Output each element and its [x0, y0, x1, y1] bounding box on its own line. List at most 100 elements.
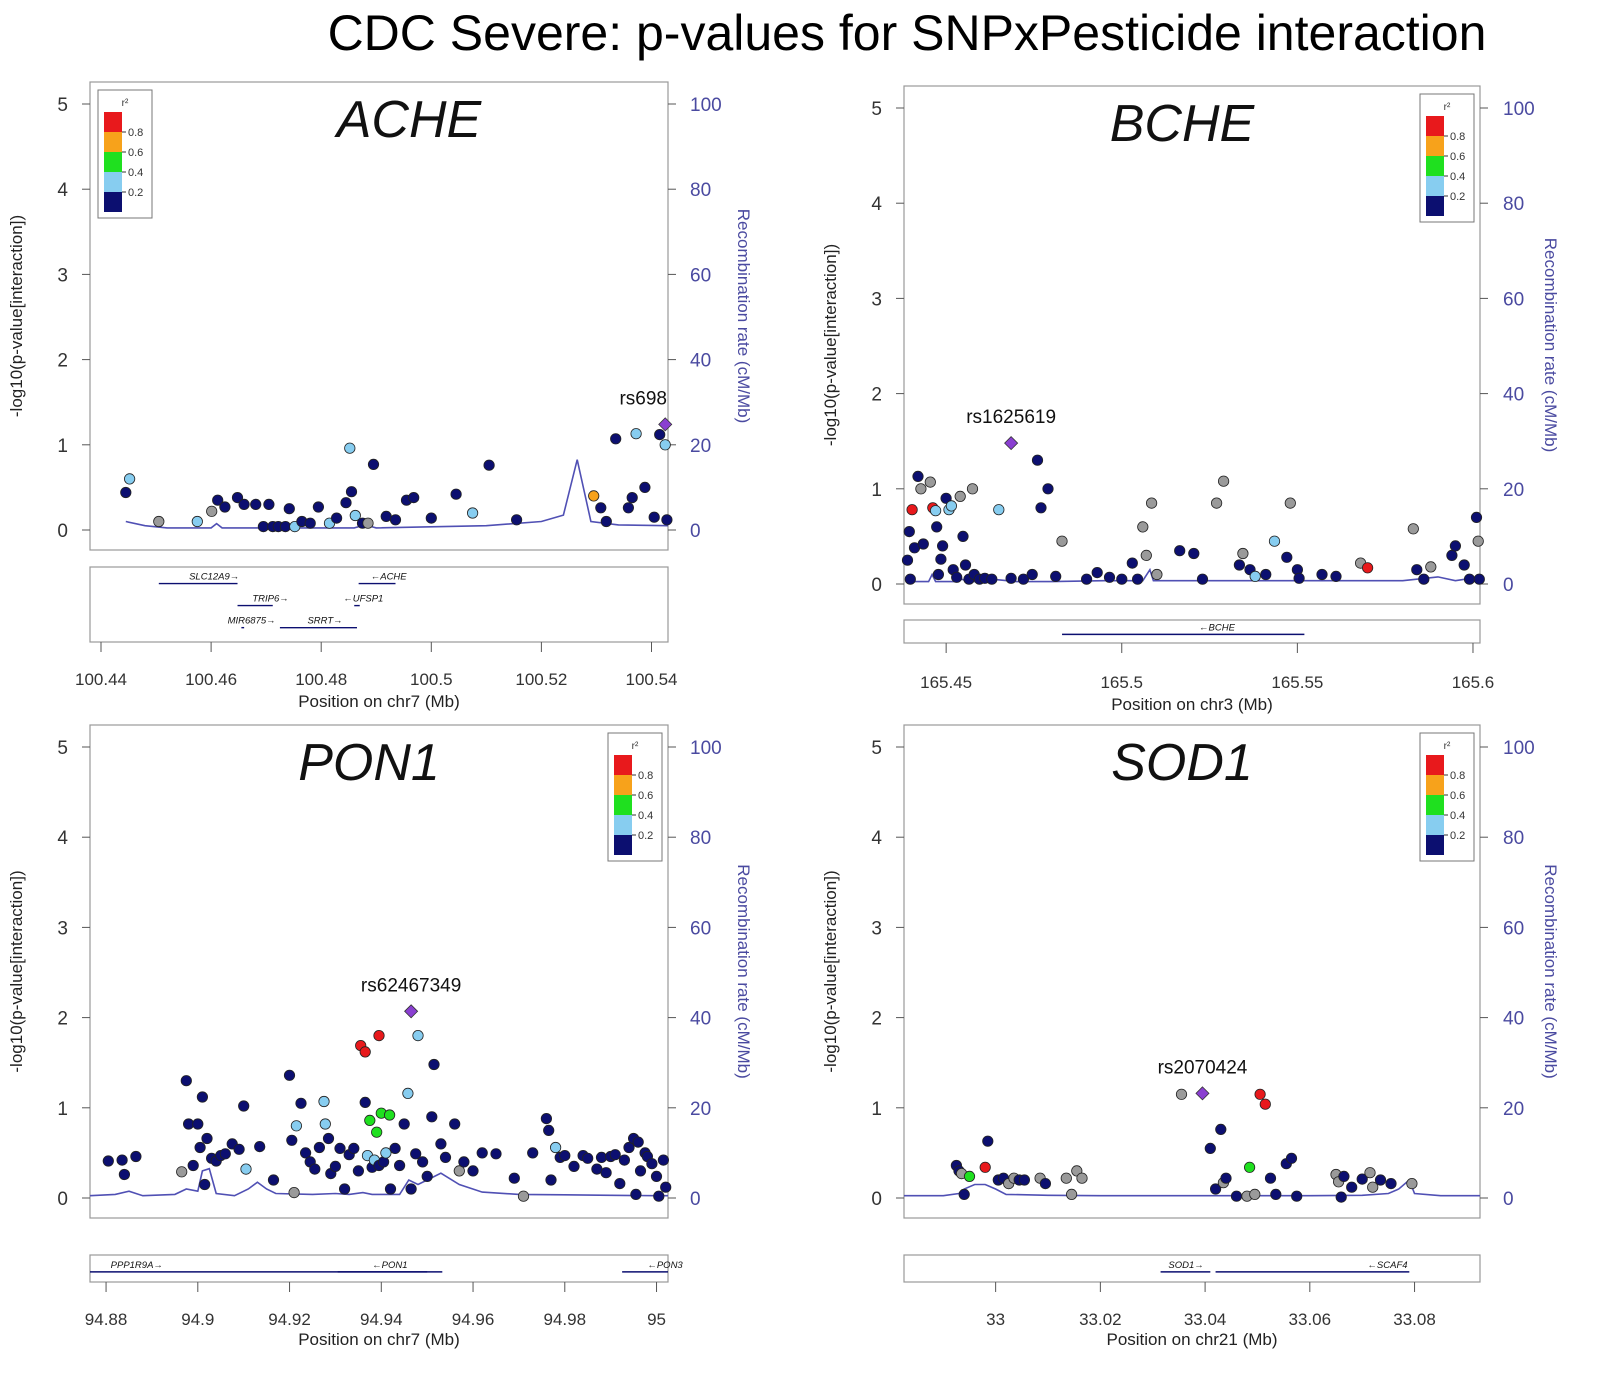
legend-title: r² [1444, 741, 1451, 752]
snp-point [348, 1142, 360, 1154]
lead-snp-marker [404, 1004, 419, 1019]
snp-point [1017, 573, 1029, 585]
y2-axis-label: Recombination rate (cM/Mb) [1541, 238, 1560, 452]
snp-point [467, 1165, 479, 1177]
snp-point [194, 1141, 206, 1154]
snp-point [986, 573, 998, 585]
snp-point [1103, 571, 1116, 583]
gene-label: SRRT→ [307, 616, 342, 627]
snp-point [1249, 570, 1261, 583]
snp-point [904, 573, 916, 585]
y2-tick-label: 0 [690, 1189, 701, 1210]
snp-point [279, 520, 291, 533]
snp-point [153, 515, 165, 528]
y-tick-label: 0 [871, 1189, 882, 1210]
legend-label: 0.4 [1450, 810, 1465, 822]
snp-point [1145, 497, 1158, 509]
y-tick-label: 4 [57, 180, 68, 201]
snp-point [1361, 562, 1374, 574]
snp-point [1210, 497, 1223, 509]
snp-point [425, 512, 437, 524]
y-tick-label: 2 [871, 385, 882, 406]
x-tick-label: 165.55 [1271, 673, 1323, 692]
snp-point [238, 1100, 250, 1112]
sod1-panel: 0 1 2 3 4 5 -log10(p-value[interaction]) 0 20 40 6… [821, 724, 1560, 1349]
legend-swatch [104, 172, 122, 192]
snp-point [951, 571, 963, 583]
plot-frame [903, 724, 1481, 1219]
legend-label: 0.4 [638, 810, 653, 822]
legend-title: r² [1444, 102, 1451, 113]
lead-snp-label: rs1625619 [966, 407, 1056, 428]
snp-point [630, 1188, 642, 1200]
snp-point [1026, 568, 1038, 581]
legend-label: 0.8 [1450, 770, 1465, 782]
snp-point [1196, 573, 1209, 585]
snp-point [1473, 573, 1485, 585]
y2-tick-label: 100 [690, 95, 722, 116]
snp-point [931, 521, 943, 533]
snp-point [1005, 572, 1017, 584]
snp-point [267, 1174, 280, 1186]
snp-point [212, 494, 224, 506]
snp-point [191, 515, 203, 528]
gene-label: PPP1R9A→ [111, 1260, 163, 1271]
snp-point [540, 1112, 553, 1125]
snp-point [1031, 454, 1044, 466]
y-tick-label: 2 [57, 351, 68, 372]
y2-tick-label: 100 [1503, 738, 1535, 759]
y-tick-label: 2 [871, 1009, 882, 1030]
snp-point [1335, 1191, 1347, 1203]
gene-track-frame [903, 1254, 1481, 1283]
snp-point [632, 1136, 644, 1148]
legend-label: 0.8 [638, 770, 653, 782]
snp-point [657, 1154, 670, 1166]
legend-swatch [1426, 755, 1444, 775]
gene-label: ←ACHE [371, 572, 408, 583]
snp-point [299, 1147, 312, 1159]
gene-label: MIR6875→ [228, 616, 276, 627]
x-tick-label: 94.96 [452, 1310, 495, 1329]
snp-point [1018, 1174, 1030, 1186]
snp-point [309, 1163, 321, 1175]
snp-point [405, 1183, 417, 1195]
legend-label: 0.6 [1450, 790, 1465, 802]
snp-point [416, 1156, 429, 1168]
snp-point [453, 1165, 465, 1177]
snp-point [1188, 547, 1200, 560]
snp-point [527, 1147, 539, 1159]
legend-swatch [1426, 116, 1444, 136]
snp-point [1270, 1188, 1282, 1200]
y2-tick-label: 40 [1503, 385, 1524, 406]
y-tick-label: 1 [57, 436, 68, 457]
snp-point [384, 1183, 397, 1195]
snp-point [421, 1170, 433, 1182]
snp-point [250, 498, 262, 510]
snp-point [1293, 572, 1305, 584]
snp-point [1230, 1190, 1243, 1202]
gene-label: TRIP6→ [252, 594, 288, 605]
snp-point [1091, 566, 1103, 579]
snp-point [410, 1148, 422, 1160]
y2-tick-label: 20 [690, 1099, 711, 1120]
snp-point [626, 491, 638, 504]
bche-panel: 0 1 2 3 4 5 -log10(p-value[interaction]) 0 20 40 6… [821, 85, 1560, 714]
snp-point [199, 1178, 211, 1191]
legend-label: 0.6 [1450, 151, 1465, 163]
snp-point [257, 520, 269, 533]
snp-point [1233, 559, 1245, 571]
snp-point [196, 1091, 208, 1103]
snp-point [1364, 1167, 1376, 1179]
y-tick-label: 1 [57, 1099, 68, 1120]
y-tick-label: 4 [871, 194, 882, 215]
legend-swatch [614, 835, 632, 855]
snp-point [1446, 549, 1458, 562]
gene-title: BCHE [1110, 95, 1256, 153]
snp-point [1472, 535, 1484, 547]
snp-point [490, 1148, 502, 1160]
snp-point [1449, 540, 1462, 552]
snp-point [1291, 1190, 1303, 1202]
legend-swatch [1426, 795, 1444, 815]
snp-point [263, 498, 275, 510]
y-tick-label: 2 [57, 1009, 68, 1030]
